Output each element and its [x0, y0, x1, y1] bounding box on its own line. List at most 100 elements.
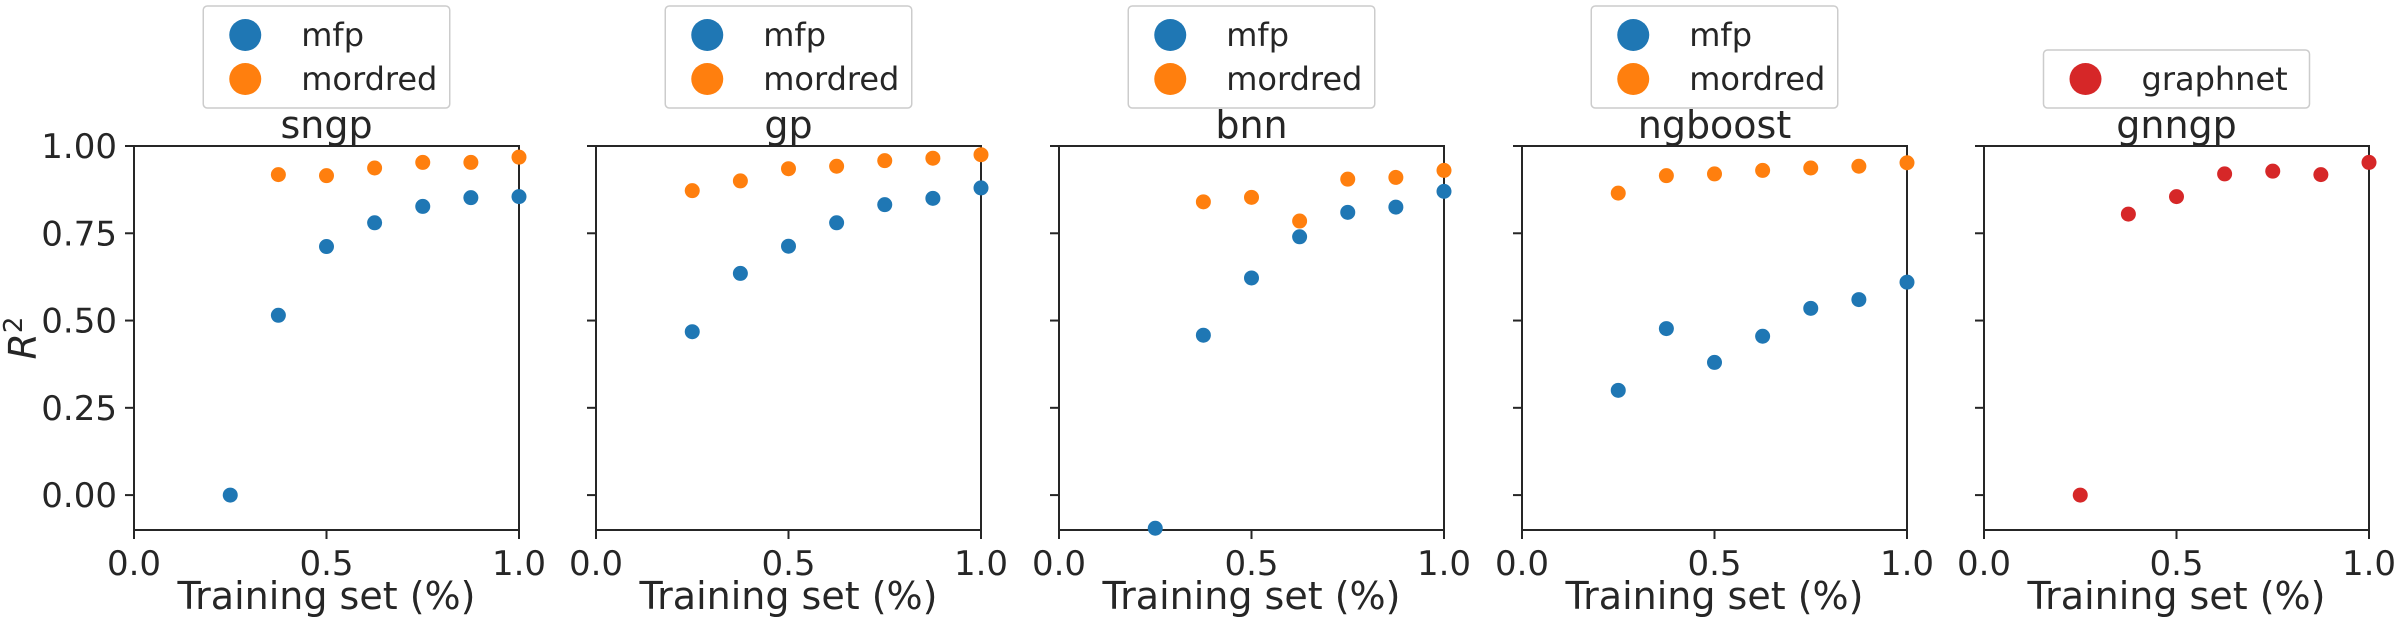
legend-box	[202, 5, 451, 109]
axes-frame	[133, 145, 520, 531]
y-tick-label: 0.25	[41, 389, 117, 429]
legend: mfp mordred	[664, 5, 913, 109]
point-mfp	[319, 239, 334, 255]
x-tick-label: 0.5	[761, 544, 815, 584]
legend: mfp mordred	[202, 5, 451, 109]
panel-title: gp	[764, 103, 812, 147]
point-mordred	[829, 158, 845, 174]
point-mfp	[1388, 199, 1404, 215]
legend-box	[1127, 5, 1376, 109]
panel-title: ngboost	[1638, 103, 1792, 147]
x-tick-label: 1.0	[1880, 544, 1934, 584]
y-tick-label: 0.00	[41, 476, 117, 516]
x-tick-label: 1.0	[954, 544, 1008, 584]
point-mfp	[463, 190, 479, 206]
point-mfp	[1707, 354, 1722, 370]
point-mordred	[1899, 155, 1915, 171]
point-mordred	[877, 153, 893, 169]
y-tick-label: 0.50	[41, 302, 117, 342]
x-tick-label: 1.0	[1417, 544, 1471, 584]
point-mordred	[511, 149, 527, 165]
point-mordred	[367, 160, 383, 176]
point-graphnet	[2313, 167, 2329, 183]
x-tick-label: 0.5	[2149, 544, 2203, 584]
x-tick-label: 0.0	[1495, 544, 1549, 584]
point-mfp	[925, 190, 941, 206]
point-mordred	[1292, 213, 1308, 229]
point-mfp	[1436, 183, 1452, 199]
point-graphnet	[2120, 206, 2136, 222]
legend: graphnet	[2042, 49, 2311, 109]
legend-marker-mordred	[1617, 63, 1650, 95]
legend-label-mordred: mordred	[301, 60, 437, 98]
panel-title: sngp	[280, 103, 372, 147]
point-mfp	[1292, 229, 1308, 245]
point-mfp	[415, 198, 431, 214]
legend-box	[2042, 49, 2311, 109]
point-mfp	[1340, 204, 1356, 220]
point-mordred	[1244, 189, 1259, 205]
legend-box	[664, 5, 913, 109]
point-mordred	[781, 161, 796, 177]
point-mfp	[684, 324, 700, 340]
legend-label-mfp: mfp	[763, 16, 826, 54]
x-tick-label: 0.0	[107, 544, 161, 584]
point-mordred	[732, 173, 748, 189]
point-mordred	[1610, 185, 1626, 201]
point-mfp	[1147, 520, 1163, 536]
legend-label-mordred: mordred	[1689, 60, 1825, 98]
panel-sngp: sngp 0.0 0.5 1.0 0.00 0.25 0.50 0.75 1.00 Trainin…	[41, 5, 546, 618]
legend-marker-mfp	[1617, 19, 1650, 51]
x-axis-label: Training set (%)	[1102, 574, 1401, 618]
legend-marker-mordred	[691, 63, 724, 95]
point-mfp	[1755, 328, 1771, 344]
point-mordred	[1436, 162, 1452, 178]
legend: mfp mordred	[1127, 5, 1376, 109]
point-mfp	[1658, 321, 1674, 337]
legend-box	[1590, 5, 1839, 109]
point-mfp	[732, 265, 748, 281]
legend-marker-mfp	[229, 19, 262, 51]
point-mordred	[1388, 169, 1404, 185]
legend-marker-graphnet	[2069, 63, 2102, 95]
point-mordred	[1707, 166, 1722, 182]
x-tick-label: 0.0	[1957, 544, 2011, 584]
panel-ngboost: ngboost 0.0 0.5 1.0 Training set (%) mfp mordr…	[1495, 5, 1934, 618]
point-mfp	[1244, 270, 1259, 286]
point-mordred	[1340, 171, 1356, 187]
point-graphnet	[2265, 163, 2281, 179]
point-mfp	[829, 215, 845, 231]
x-tick-label: 1.0	[492, 544, 546, 584]
x-axis-label: Training set (%)	[1565, 574, 1864, 618]
point-mordred	[1195, 194, 1211, 210]
point-mordred	[925, 150, 941, 166]
x-tick-label: 0.0	[569, 544, 623, 584]
panel-bnn: bnn 0.0 0.5 1.0 Training set (%) mfp mordred	[1032, 5, 1471, 618]
point-mfp	[511, 189, 527, 205]
legend-label-mfp: mfp	[1226, 16, 1289, 54]
legend-label-mfp: mfp	[301, 16, 364, 54]
point-graphnet	[2072, 487, 2088, 503]
x-tick-label: 0.5	[1224, 544, 1278, 584]
point-mfp	[222, 487, 238, 503]
point-mfp	[877, 197, 893, 213]
point-mordred	[319, 168, 334, 184]
legend-label-mfp: mfp	[1689, 16, 1752, 54]
legend-marker-mfp	[691, 19, 724, 51]
y-tick-label: 1.00	[41, 127, 117, 167]
legend-label-mordred: mordred	[1226, 60, 1362, 98]
legend-marker-mordred	[1154, 63, 1187, 95]
legend-marker-mordred	[229, 63, 262, 95]
legend-label-mordred: mordred	[763, 60, 899, 98]
point-graphnet	[2169, 189, 2184, 205]
x-axis-label: Training set (%)	[177, 574, 476, 618]
point-mfp	[1803, 300, 1819, 316]
x-axis-label: Training set (%)	[639, 574, 938, 618]
point-mfp	[781, 238, 796, 254]
point-mordred	[1851, 158, 1867, 174]
panel-gnngp: gnngp 0.0 0.5 1.0 Training set (%) graphnet	[1957, 49, 2396, 618]
legend-marker-mfp	[1154, 19, 1187, 51]
point-mfp	[973, 180, 989, 196]
axes-frame	[1521, 145, 1908, 531]
